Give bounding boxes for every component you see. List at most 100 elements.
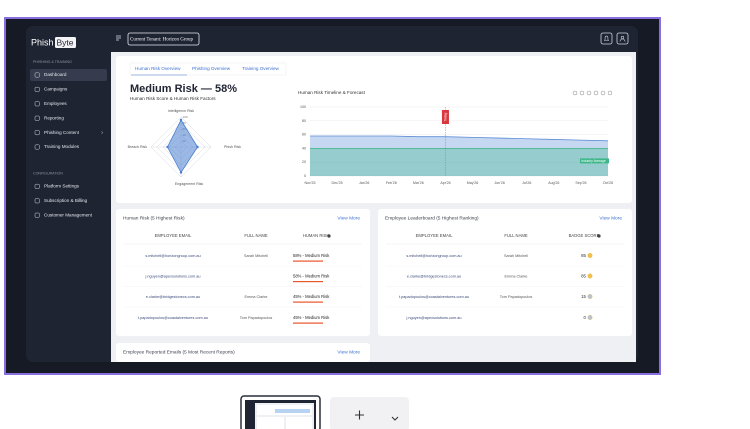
x-tick-label: Jun'26	[494, 181, 504, 185]
column-header: EMPLOYEE EMAIL	[416, 233, 453, 238]
x-tick-label: Apr'26	[440, 181, 450, 185]
info-icon	[597, 234, 601, 238]
thumbnail-card	[257, 417, 284, 429]
badge-score: 85	[581, 274, 586, 279]
card-title: Human Risk (5 Highest Risk)	[123, 215, 185, 221]
overview-card	[116, 56, 632, 203]
risk-cell: 58% - Medium Risk	[293, 274, 330, 279]
x-tick-label: Jan'26	[359, 181, 369, 185]
logo-badge	[55, 37, 76, 48]
nav-item[interactable]: Platform Settings	[44, 184, 80, 189]
risk-bar	[293, 322, 323, 324]
risk-cell: 45% - Medium Risk	[293, 315, 330, 320]
email-cell: t.papadopoulos@coastalventures.com.au	[138, 316, 208, 320]
human-risk-card	[116, 209, 370, 336]
timeline-title: Human Risk Timeline & Forecast	[298, 90, 366, 95]
chart-tool-icon[interactable]	[593, 90, 599, 96]
y-tick-label: 60	[302, 133, 306, 137]
tab[interactable]: Human Risk Overview	[135, 66, 181, 71]
menu-icon[interactable]	[116, 35, 121, 41]
leaderboard-card	[378, 209, 632, 336]
name-cell: Sarah Mitchell	[504, 254, 528, 258]
risk-cell: 58% - Medium Risk	[293, 253, 330, 258]
x-tick-label: Mar'26	[413, 181, 424, 185]
badge-icon	[587, 273, 593, 279]
email-cell: s.mitchell@horizongroup.com.au	[145, 254, 200, 258]
column-header: BADGE SCORE	[569, 233, 600, 238]
name-cell: Tom Papadopoulos	[240, 316, 273, 320]
bell-button[interactable]	[600, 32, 613, 45]
radar-point	[179, 171, 183, 174]
nav-icon	[34, 130, 40, 136]
radar-axis-label: Phish Risk	[224, 145, 241, 149]
chart-tool-icon[interactable]	[607, 90, 613, 96]
tab[interactable]: Phishing Overview	[192, 66, 231, 71]
thumbnail-chart	[275, 409, 310, 413]
chart-tool-icon[interactable]	[600, 90, 606, 96]
name-cell: Sarah Mitchell	[244, 254, 268, 258]
x-tick-label: Dec'25	[332, 181, 343, 185]
user-button[interactable]	[616, 32, 629, 45]
logo-suffix: Byte	[57, 37, 74, 47]
x-tick-label: Oct'26	[603, 181, 613, 185]
name-cell: Tom Papadopoulos	[500, 295, 533, 299]
y-tick-label: 40	[302, 146, 306, 150]
x-tick-label: Nov'25	[304, 181, 315, 185]
nav-item[interactable]: Employees	[44, 101, 67, 106]
radar-axis-label: Intelligence Risk	[168, 109, 194, 113]
risk-bar	[293, 260, 323, 262]
reported-card	[116, 343, 370, 362]
view-more-link[interactable]: View More	[599, 215, 622, 221]
risk-bar	[293, 301, 323, 303]
badge-icon	[587, 294, 593, 299]
email-cell: e.clarke@bridgestonecs.com.au	[407, 275, 461, 279]
column-header: HUMAN RISK	[303, 233, 329, 238]
nav-icon	[34, 212, 40, 218]
radar-tick-label: 100	[183, 115, 188, 119]
x-tick-label: Jul'26	[522, 181, 531, 185]
column-header: FULL NAME	[244, 233, 268, 238]
nav-item[interactable]: Dashboard	[44, 72, 67, 77]
risk-heading: Medium Risk — 58%	[130, 83, 237, 95]
email-cell: e.clarke@bridgestonecs.com.au	[146, 295, 200, 299]
add-button-group[interactable]	[330, 397, 409, 429]
nav-item[interactable]: Subscription & Billing	[44, 198, 88, 203]
nav-item[interactable]: Phishing Content	[44, 130, 80, 135]
nav-icon	[34, 183, 40, 189]
email-cell: j.nguyen@apexsolutions.com.au	[406, 316, 462, 320]
view-more-link[interactable]: View More	[337, 215, 360, 221]
nav-item[interactable]: Training Modules	[44, 144, 80, 149]
name-cell: Emma Clarke	[505, 275, 528, 279]
tenant-label: Current Tenant: Horizon Group	[130, 38, 194, 43]
nav-item[interactable]: Campaigns	[44, 87, 68, 92]
name-cell: Emma Clarke	[245, 295, 268, 299]
sidebar-section-title: PHISHING & TRAINING	[33, 60, 72, 64]
radar-tick-label: 80	[183, 121, 187, 125]
plus-icon[interactable]	[355, 410, 364, 420]
today-label: Today	[443, 112, 447, 121]
badge-icon	[587, 253, 593, 258]
tenant-select[interactable]	[127, 32, 200, 46]
x-tick-label: Aug'26	[548, 181, 559, 185]
bell-icon	[603, 35, 610, 41]
chevron-icon[interactable]	[391, 416, 399, 421]
card-title: Employee Leaderboard (5 Highest Ranking)	[385, 215, 479, 221]
chart-tool-icon[interactable]	[579, 90, 585, 96]
y-tick-label: 0	[304, 174, 306, 178]
view-more-link[interactable]: View More	[337, 349, 360, 355]
x-tick-label: May'26	[467, 181, 478, 185]
chart-tool-icon[interactable]	[572, 90, 578, 96]
user-icon	[619, 38, 626, 42]
nav-item[interactable]: Reporting	[44, 115, 64, 120]
y-tick-label: 80	[302, 119, 306, 123]
risk-cell: 45% - Medium Risk	[293, 294, 330, 299]
risk-bar	[293, 281, 323, 283]
badge-score: 0	[584, 315, 587, 320]
tab[interactable]: Training Overview	[242, 66, 280, 71]
badge-icon	[587, 315, 593, 320]
chart-tool-icon[interactable]	[586, 90, 592, 96]
nav-icon	[34, 101, 40, 107]
series-label: Industry Average	[581, 159, 606, 163]
nav-icon	[34, 144, 40, 150]
nav-item[interactable]: Customer Management	[44, 212, 93, 217]
